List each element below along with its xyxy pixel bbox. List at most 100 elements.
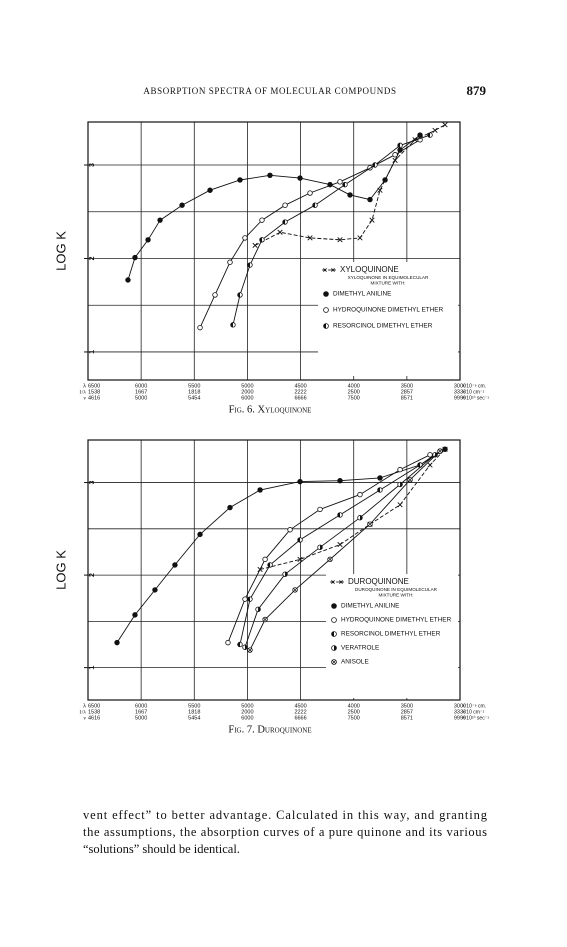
data-point xyxy=(257,487,263,493)
x-unit: × 10⁻⁸ cm. xyxy=(462,383,486,389)
marker-circle xyxy=(262,556,268,563)
marker-circle xyxy=(257,487,263,493)
y-tick-label: 1 xyxy=(89,666,96,670)
data-point xyxy=(337,512,343,518)
marker-circle xyxy=(212,292,218,298)
marker-stroke xyxy=(277,229,283,235)
data-point xyxy=(323,307,329,313)
figure-caption: Fig. 7. Duroquinone xyxy=(228,724,311,735)
marker-circle xyxy=(157,217,163,223)
x-row-label: 6666 xyxy=(294,395,306,401)
data-point xyxy=(237,292,243,298)
x-row-unit: × 10¹⁰ sec⁻¹ xyxy=(462,715,489,721)
marker-stroke xyxy=(337,237,343,243)
data-point xyxy=(327,556,333,563)
data-point xyxy=(242,644,248,650)
data-point xyxy=(397,466,403,473)
marker-circle xyxy=(197,531,203,538)
data-point xyxy=(337,478,343,484)
data-point xyxy=(407,477,413,483)
data-point xyxy=(337,237,343,243)
plot-frame xyxy=(87,439,461,701)
x-row-label: 1818 xyxy=(188,389,200,395)
x-row-label: 2857 xyxy=(401,709,413,715)
marker-stroke xyxy=(408,477,412,482)
marker-stroke xyxy=(297,556,303,562)
y-axis-label: LOG K xyxy=(53,550,68,590)
x-tick-label: 5500 xyxy=(188,383,200,389)
body-line: “solutions” should be identical. xyxy=(83,842,240,856)
y-tick-label: 1 xyxy=(89,350,96,354)
x-row-label: 1818 xyxy=(188,709,200,715)
data-point xyxy=(372,162,378,168)
data-point xyxy=(437,448,443,454)
data-point xyxy=(114,639,120,646)
data-point xyxy=(282,571,288,577)
legend-label: DIMETHYL ANILINE xyxy=(341,603,399,610)
marker-stroke xyxy=(252,242,258,249)
marker-stroke xyxy=(412,137,418,143)
x-row-label: 9999 xyxy=(454,395,466,401)
series-line xyxy=(116,448,446,643)
data-point xyxy=(331,659,337,665)
data-point xyxy=(377,487,383,493)
y-tick-label: 3 xyxy=(89,481,96,485)
data-point xyxy=(259,217,265,223)
marker-half xyxy=(247,262,250,268)
data-point xyxy=(323,291,329,297)
marker-circle xyxy=(337,179,343,185)
x-row-unit: × 10 cm⁻¹ xyxy=(462,709,485,715)
data-point xyxy=(331,580,335,584)
marker-stroke xyxy=(307,235,313,241)
marker-stroke xyxy=(432,127,438,134)
marker-circle xyxy=(152,587,158,593)
y-tick-label: 3 xyxy=(89,163,96,167)
legend-note: DUROQUINONE IN EQUIMOLECULAR xyxy=(355,587,438,592)
x-row-label: 5454 xyxy=(188,395,200,401)
data-point xyxy=(237,177,243,183)
marker-circle xyxy=(297,175,303,181)
data-point xyxy=(247,262,253,268)
marker-half xyxy=(337,512,341,518)
x-row-label: 8571 xyxy=(401,715,413,721)
data-point xyxy=(307,235,313,241)
marker-stroke xyxy=(337,541,343,548)
marker-circle xyxy=(392,152,398,158)
data-point xyxy=(247,596,253,602)
marker-half xyxy=(282,219,286,225)
marker-circle xyxy=(417,132,423,138)
page-number: 879 xyxy=(467,83,487,98)
series-line xyxy=(232,134,431,325)
data-point xyxy=(331,603,337,609)
legend-note: MIXTURE WITH: xyxy=(379,593,414,598)
marker-half xyxy=(244,644,248,650)
marker-stroke xyxy=(328,557,332,562)
data-point xyxy=(297,478,303,485)
marker-stroke xyxy=(427,462,433,468)
marker-circle xyxy=(132,254,138,261)
plot-frame xyxy=(87,121,461,381)
data-point xyxy=(331,631,337,637)
data-point xyxy=(267,562,273,568)
x-row-label: 7500 xyxy=(348,715,360,721)
y-axis-label: LOG K xyxy=(53,231,68,271)
marker-stroke xyxy=(331,268,335,272)
marker-circle xyxy=(397,466,403,473)
data-point xyxy=(342,181,348,188)
marker-stroke xyxy=(263,617,267,622)
marker-half xyxy=(285,571,288,577)
data-point xyxy=(312,202,318,208)
legend-label: HYDROQUINONE DIMETHYL ETHER xyxy=(333,307,444,314)
x-row-label: 9999 xyxy=(454,715,466,721)
x-row-symbol: 1/λ xyxy=(79,389,86,395)
marker-stroke xyxy=(369,217,375,223)
data-point xyxy=(282,202,288,208)
data-point xyxy=(259,237,265,243)
x-tick-label: 5000 xyxy=(241,703,253,709)
legend-label: VERATROLE xyxy=(341,645,379,652)
x-row-symbol: ν xyxy=(84,715,87,721)
marker-stroke xyxy=(377,187,383,193)
x-row-label: 5000 xyxy=(135,395,147,401)
marker-half xyxy=(297,537,301,543)
